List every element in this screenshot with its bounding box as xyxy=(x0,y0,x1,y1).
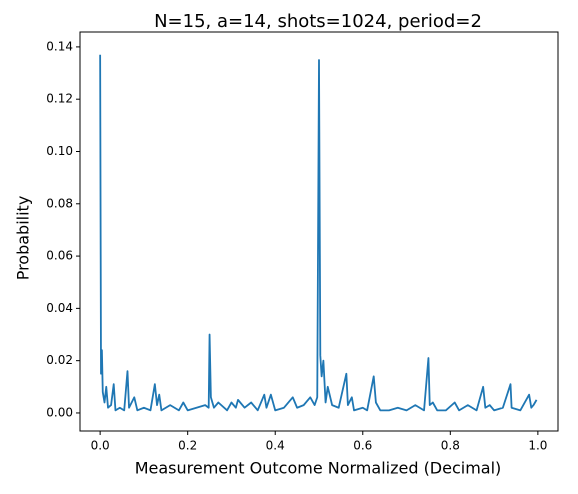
y-tick-label: 0.14 xyxy=(46,39,73,53)
x-tick-label: 0.4 xyxy=(266,439,285,453)
y-tick-label: 0.08 xyxy=(46,196,73,210)
chart-title: N=15, a=14, shots=1024, period=2 xyxy=(154,11,482,32)
y-tick-label: 0.06 xyxy=(46,249,73,263)
x-tick-label: 0.0 xyxy=(91,439,110,453)
y-axis-label: Probability xyxy=(14,196,33,281)
y-tick-label: 0.00 xyxy=(46,405,73,419)
y-tick-label: 0.10 xyxy=(46,144,73,158)
x-tick-label: 0.6 xyxy=(353,439,372,453)
x-axis-label: Measurement Outcome Normalized (Decimal) xyxy=(135,459,502,478)
plot-frame xyxy=(79,31,559,432)
data-line xyxy=(99,54,538,412)
x-tick-label: 1.0 xyxy=(528,439,547,453)
y-tick-label: 0.04 xyxy=(46,301,73,315)
y-tick-label: 0.02 xyxy=(46,353,73,367)
x-tick-label: 0.8 xyxy=(441,439,460,453)
x-tick-label: 0.2 xyxy=(178,439,197,453)
y-tick-label: 0.12 xyxy=(46,92,73,106)
